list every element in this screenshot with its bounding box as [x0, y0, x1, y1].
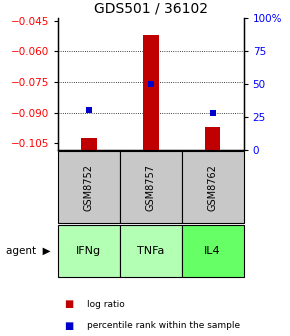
Text: ■: ■ — [64, 321, 73, 331]
Bar — [81, 138, 97, 150]
Bar — [143, 35, 159, 150]
Text: IL4: IL4 — [204, 246, 221, 256]
Text: TNFa: TNFa — [137, 246, 164, 256]
Title: GDS501 / 36102: GDS501 / 36102 — [94, 2, 208, 16]
Text: percentile rank within the sample: percentile rank within the sample — [87, 322, 240, 330]
Bar — [205, 127, 220, 150]
Text: GSM8762: GSM8762 — [208, 164, 218, 211]
Text: agent  ▶: agent ▶ — [6, 246, 50, 256]
Text: GSM8757: GSM8757 — [146, 164, 156, 211]
Text: IFNg: IFNg — [76, 246, 102, 256]
Text: ■: ■ — [64, 299, 73, 309]
Text: GSM8752: GSM8752 — [84, 164, 94, 211]
Text: log ratio: log ratio — [87, 300, 125, 308]
